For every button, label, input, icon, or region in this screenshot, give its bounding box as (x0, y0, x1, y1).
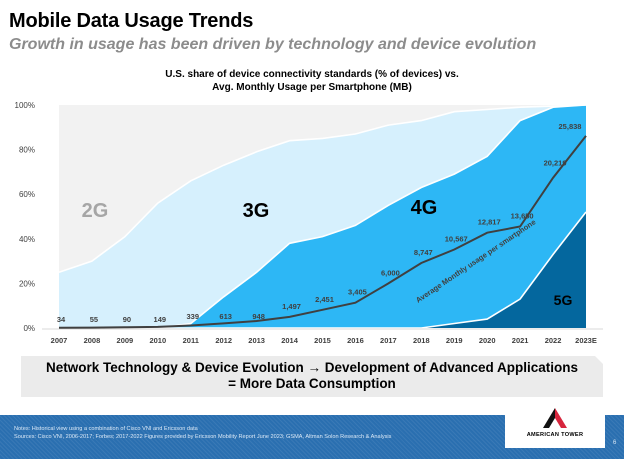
usage-data-label: 6,000 (381, 268, 400, 277)
usage-data-label: 149 (154, 315, 167, 324)
y-tick-label: 60% (19, 190, 35, 199)
usage-data-label: 25,838 (559, 122, 582, 131)
x-tick-label: 2008 (84, 336, 101, 345)
stacked-area-chart: 0%20%40%60%80%100% 2007 2008 2009 2010 2011 2… (15, 101, 603, 345)
usage-data-label: 339 (186, 312, 199, 321)
logo-text: AMERICAN TOWER (526, 432, 584, 438)
area-2g (59, 105, 586, 273)
x-tick-label: 2021 (512, 336, 529, 345)
tower-logo-icon (543, 408, 567, 428)
usage-data-label: 12,817 (478, 218, 501, 227)
callout-line1: Network Technology & Device Evolution → … (45, 360, 579, 375)
notes-text: Notes: Historical view using a combinati… (14, 426, 198, 432)
x-tick-label: 2022 (545, 336, 562, 345)
x-tick-label: 2015 (314, 336, 331, 345)
area-3g (59, 105, 586, 328)
x-tick-label: 2007 (51, 336, 68, 345)
x-tick-label: 2018 (413, 336, 430, 345)
usage-data-label: 90 (123, 315, 131, 324)
y-tick-label: 100% (15, 101, 35, 110)
chart-title: U.S. share of device connectivity standa… (0, 68, 624, 94)
footer-bar: Notes: Historical view using a combinati… (0, 400, 624, 459)
y-tick-label: 40% (19, 235, 35, 244)
y-axis: 0% 20% 40% 60% 80% 100% (15, 101, 35, 333)
usage-line-layer: 34 55 90 149 339 613 948 1,497 2,451 3,405 6,000 8,… (57, 122, 587, 329)
x-tick-label: 2011 (183, 336, 199, 345)
x-tick-label: 2010 (149, 336, 166, 345)
area-4g (59, 105, 586, 328)
usage-data-label: 13,650 (511, 212, 534, 221)
x-tick-label: 2012 (215, 336, 232, 345)
x-axis: 2007 2008 2009 2010 2011 2012 2013 2014 2015 2016… (42, 328, 603, 345)
page-number: 6 (613, 440, 617, 446)
sources-text: Sources: Cisco VNI, 2006-2017; Forbes; 2… (14, 434, 392, 440)
page-subtitle: Growth in usage has been driven by techn… (9, 36, 537, 53)
usage-data-label: 613 (219, 312, 232, 321)
usage-data-label: 8,747 (414, 248, 433, 257)
usage-data-label: 34 (57, 315, 66, 324)
y-tick-label: 0% (23, 324, 35, 333)
x-tick-label: 2013 (248, 336, 265, 345)
area-label-5g: 5G (554, 292, 573, 308)
x-tick-label: 2020 (479, 336, 496, 345)
usage-data-label: 2,451 (315, 295, 334, 304)
callout-corner-fold (595, 356, 603, 364)
footer-notes: Notes: Historical view using a combinati… (14, 425, 391, 441)
y-tick-label: 80% (19, 146, 35, 155)
y-tick-label: 20% (19, 279, 35, 288)
boundary-3g (58, 104, 587, 274)
area-5g (59, 212, 586, 328)
usage-data-label: 10,567 (445, 234, 468, 243)
x-tick-label: 2014 (281, 336, 299, 345)
x-tick-label: 2009 (117, 336, 134, 345)
chart-title-line2: Avg. Monthly Usage per Smartphone (MB) (212, 82, 412, 93)
x-tick-label: 2017 (380, 336, 397, 345)
usage-data-label: 948 (252, 312, 265, 321)
area-label-2g: 2G (82, 200, 109, 222)
x-tick-label: 2023E (575, 336, 597, 345)
x-tick-label: 2019 (446, 336, 463, 345)
area-labels: 2G 3G 4G 5G (82, 197, 573, 308)
usage-data-label: 1,497 (282, 302, 301, 311)
usage-data-label: 20,219 (544, 159, 567, 168)
callout-line2: = More Data Consumption (228, 376, 396, 391)
page-title: Mobile Data Usage Trends (9, 10, 254, 32)
x-tick-label: 2016 (347, 336, 364, 345)
chart-title-line1: U.S. share of device connectivity standa… (165, 69, 459, 80)
usage-data-label: 55 (90, 315, 98, 324)
usage-line (58, 135, 587, 329)
usage-data-label: 3,405 (348, 288, 367, 297)
area-label-4g: 4G (411, 197, 438, 219)
callout-box: Network Technology & Device Evolution → … (21, 356, 603, 397)
area-label-3g: 3G (243, 200, 270, 222)
company-logo: AMERICAN TOWER (505, 400, 605, 448)
